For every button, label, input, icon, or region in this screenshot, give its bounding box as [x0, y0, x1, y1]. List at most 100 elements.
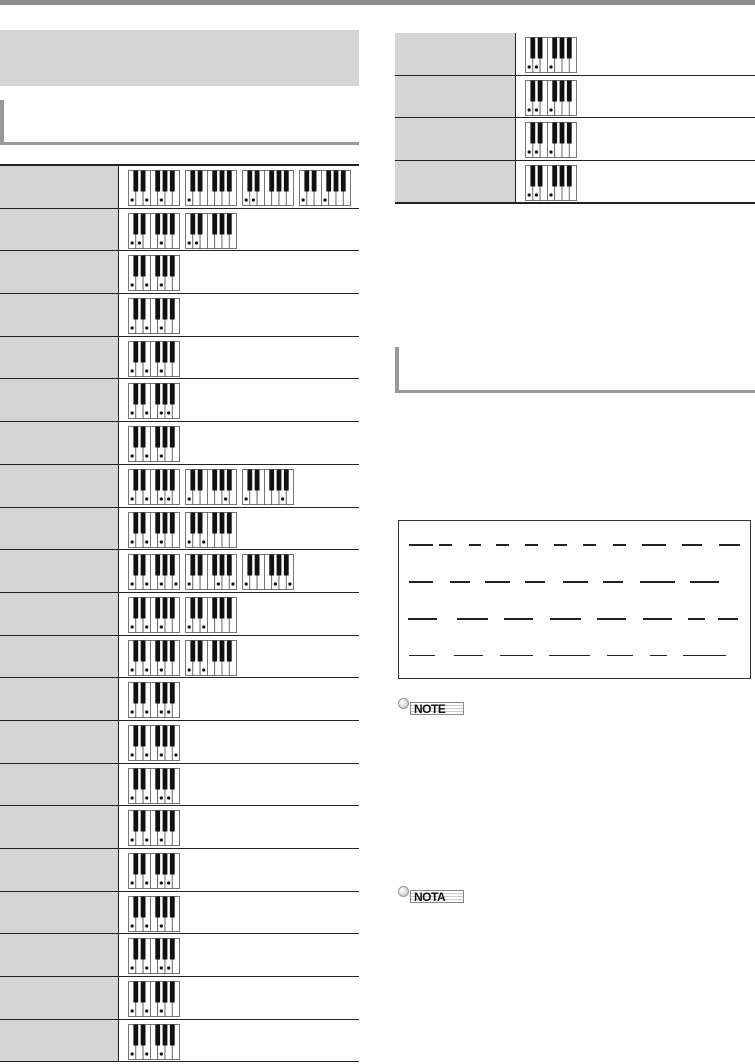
black-key: [169, 255, 175, 277]
key-dot: [159, 753, 163, 757]
key-dot: [130, 497, 134, 501]
key-dot: [159, 454, 163, 458]
black-key: [162, 170, 168, 192]
black-key: [133, 981, 139, 1003]
chord-name-cell: [395, 161, 516, 202]
black-key: [552, 80, 558, 102]
black-key: [566, 80, 572, 102]
keyboard-cell: [119, 806, 180, 848]
black-key: [155, 768, 161, 790]
black-key: [197, 597, 203, 619]
chord-name-cell: [0, 294, 119, 336]
chord-table-right: [395, 33, 755, 204]
black-key: [169, 383, 175, 405]
table-row: [0, 379, 359, 423]
keyboard-diagram: [128, 1023, 180, 1060]
blank-line: [718, 618, 738, 620]
black-key: [169, 512, 175, 533]
black-key: [133, 255, 139, 277]
blank-line: [409, 655, 435, 656]
black-key: [162, 512, 168, 533]
key-dot: [130, 454, 134, 458]
nota-badge: NOTA: [396, 886, 466, 904]
key-dot: [145, 326, 149, 330]
keyboard-cell: [119, 209, 237, 251]
table-row: [0, 336, 359, 380]
page-header-box: [0, 30, 359, 86]
black-key: [269, 469, 275, 491]
key-dot: [167, 710, 171, 714]
black-key: [169, 725, 175, 747]
key-dot: [231, 582, 235, 586]
black-key: [283, 554, 289, 576]
black-key: [169, 170, 175, 192]
key-dot: [130, 753, 134, 757]
black-key: [140, 640, 146, 662]
key-dot: [130, 411, 134, 416]
black-key: [133, 810, 139, 832]
black-key: [133, 853, 139, 875]
black-key: [162, 597, 168, 619]
black-key: [276, 469, 282, 491]
keyboard-cell: [119, 934, 180, 976]
key-dot: [549, 150, 553, 154]
keyboard-cell: [516, 76, 577, 118]
key-dot: [130, 838, 134, 842]
black-key: [162, 341, 168, 363]
black-key: [212, 512, 218, 533]
key-dot: [549, 65, 553, 69]
chord-name-cell: [0, 720, 119, 763]
black-key: [140, 426, 146, 448]
black-key: [269, 554, 275, 576]
key-dot: [159, 283, 163, 287]
black-key: [190, 640, 196, 662]
black-key: [155, 896, 161, 918]
table-row: [0, 849, 359, 892]
table-row: [0, 166, 359, 209]
black-key: [155, 981, 161, 1003]
keyboard-diagram: [128, 511, 180, 548]
blank-line: [454, 655, 483, 656]
black-key: [197, 554, 203, 576]
black-key: [197, 469, 203, 491]
keyboard-diagram: [128, 725, 180, 761]
section-heading-left: [0, 100, 359, 145]
key-dot: [145, 881, 149, 885]
black-key: [155, 682, 161, 704]
black-key: [155, 469, 161, 491]
black-key: [155, 170, 161, 192]
table-row: [0, 806, 359, 849]
key-dot: [145, 1009, 149, 1013]
keyboard-diagram: [525, 165, 577, 201]
blank-line: [643, 618, 672, 620]
black-key: [226, 597, 232, 619]
keyboard-cell: [119, 892, 180, 934]
key-dot: [244, 582, 248, 586]
key-dot: [527, 108, 531, 112]
key-dot: [159, 1009, 163, 1013]
black-key: [219, 170, 225, 192]
key-dot: [130, 710, 134, 714]
section-heading-right: [395, 347, 755, 393]
key-dot: [159, 1052, 163, 1056]
keyboard-diagram: [185, 212, 237, 249]
key-dot: [145, 369, 149, 373]
table-row: [0, 1019, 359, 1063]
black-key: [190, 469, 196, 491]
key-dot: [202, 667, 206, 672]
black-key: [219, 213, 225, 235]
keyboard-diagram: [242, 170, 294, 206]
blank-line: [439, 544, 452, 546]
key-dot: [159, 838, 163, 842]
black-key: [559, 122, 565, 144]
blank-line: [409, 581, 433, 583]
black-key: [169, 554, 175, 576]
nota-label: NOTA: [410, 890, 464, 903]
blank-line: [682, 544, 702, 546]
black-key: [133, 554, 139, 576]
key-dot: [549, 108, 553, 112]
black-key: [140, 298, 146, 320]
blank-line: [450, 581, 470, 583]
key-dot: [244, 497, 248, 501]
key-dot: [130, 1052, 134, 1056]
